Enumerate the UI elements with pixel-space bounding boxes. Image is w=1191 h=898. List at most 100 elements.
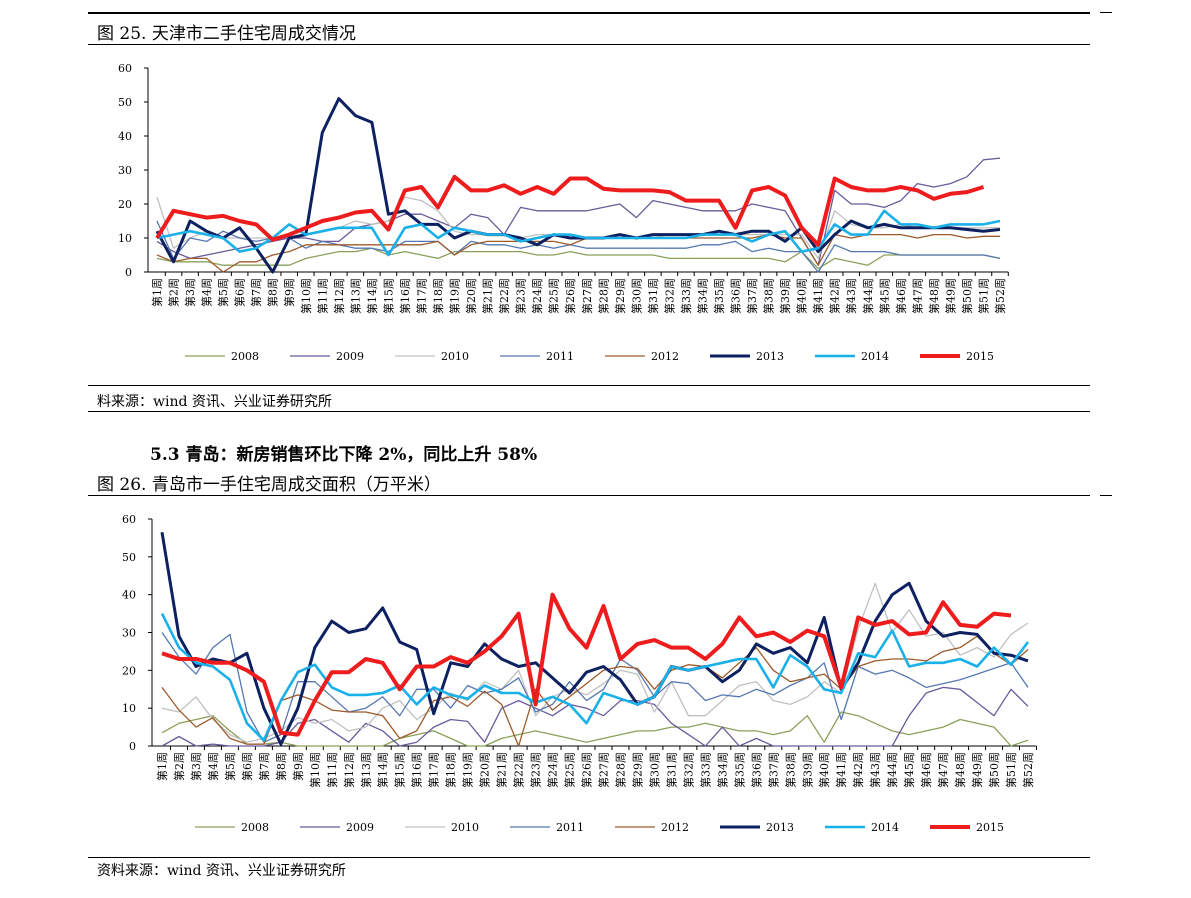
x-tick-label: 第19周 bbox=[448, 278, 462, 314]
x-tick-label: 第22周 bbox=[512, 752, 526, 788]
x-tick-label: 第25周 bbox=[563, 752, 577, 788]
x-tick-label: 第15周 bbox=[393, 752, 407, 788]
x-tick-label: 第41周 bbox=[811, 278, 825, 314]
legend-label: 2010 bbox=[441, 350, 469, 363]
x-tick-label: 第37周 bbox=[745, 278, 759, 314]
y-tick-label: 0 bbox=[129, 740, 136, 753]
x-tick-label: 第14周 bbox=[365, 278, 379, 314]
x-tick-label: 第32周 bbox=[662, 278, 676, 314]
source-rule bbox=[88, 411, 1090, 412]
x-tick-label: 第27周 bbox=[580, 278, 594, 314]
legend-label: 2015 bbox=[966, 350, 994, 363]
y-tick-label: 10 bbox=[122, 702, 136, 715]
title-rule bbox=[88, 495, 1090, 496]
x-tick-label: 第52周 bbox=[993, 278, 1007, 314]
x-tick-label: 第49周 bbox=[943, 278, 957, 314]
x-tick-label: 第1周 bbox=[150, 278, 164, 307]
legend-label: 2012 bbox=[661, 821, 689, 834]
series-line bbox=[156, 233, 1000, 273]
x-tick-label: 第6周 bbox=[240, 752, 254, 781]
x-tick-label: 第16周 bbox=[398, 278, 412, 314]
series-line bbox=[161, 592, 1012, 737]
x-tick-label: 第43周 bbox=[844, 278, 858, 314]
source-note: 料来源：wind 资讯、兴业证券研究所 bbox=[97, 394, 332, 410]
x-tick-label: 第20周 bbox=[464, 278, 478, 314]
x-tick-label: 第4周 bbox=[206, 752, 220, 781]
x-tick-label: 第10周 bbox=[299, 278, 313, 314]
legend-label: 2009 bbox=[346, 821, 374, 834]
y-tick-label: 50 bbox=[122, 551, 136, 564]
x-tick-label: 第41周 bbox=[834, 752, 848, 788]
x-tick-label: 第50周 bbox=[960, 278, 974, 314]
x-tick-label: 第50周 bbox=[987, 752, 1001, 788]
legend-label: 2014 bbox=[861, 350, 889, 363]
title-rule bbox=[88, 44, 1090, 45]
legend-label: 2014 bbox=[871, 821, 899, 834]
y-tick-label: 40 bbox=[122, 589, 136, 602]
series-line bbox=[161, 632, 1029, 743]
legend-label: 2011 bbox=[546, 350, 574, 363]
x-tick-label: 第48周 bbox=[953, 752, 967, 788]
x-tick-label: 第1周 bbox=[155, 752, 169, 781]
legend-label: 2015 bbox=[976, 821, 1004, 834]
series-line bbox=[156, 247, 1001, 270]
x-tick-label: 第11周 bbox=[325, 752, 339, 788]
x-tick-label: 第39周 bbox=[800, 752, 814, 788]
x-tick-label: 第3周 bbox=[183, 278, 197, 307]
x-tick-label: 第25周 bbox=[547, 278, 561, 314]
x-tick-label: 第48周 bbox=[927, 278, 941, 314]
series-line bbox=[160, 613, 1030, 742]
top-rule bbox=[88, 12, 1090, 14]
x-tick-label: 第34周 bbox=[695, 278, 709, 314]
x-tick-label: 第28周 bbox=[596, 278, 610, 314]
x-tick-label: 第17周 bbox=[427, 752, 441, 788]
x-tick-label: 第5周 bbox=[216, 278, 230, 307]
x-tick-label: 第46周 bbox=[894, 278, 908, 314]
x-tick-label: 第38周 bbox=[783, 752, 797, 788]
x-tick-label: 第44周 bbox=[885, 752, 899, 788]
x-tick-label: 第33周 bbox=[698, 752, 712, 788]
x-tick-label: 第46周 bbox=[919, 752, 933, 788]
x-tick-label: 第9周 bbox=[291, 752, 305, 781]
x-tick-label: 第7周 bbox=[257, 752, 271, 781]
source-rule bbox=[88, 857, 1090, 858]
x-tick-label: 第23周 bbox=[529, 752, 543, 788]
x-tick-label: 第33周 bbox=[679, 278, 693, 314]
legend-label: 2013 bbox=[756, 350, 784, 363]
x-tick-label: 第5周 bbox=[223, 752, 237, 781]
x-tick-label: 第13周 bbox=[359, 752, 373, 788]
y-tick-label: 0 bbox=[125, 266, 132, 279]
series-line bbox=[161, 686, 1029, 747]
x-tick-label: 第26周 bbox=[580, 752, 594, 788]
x-tick-label: 第45周 bbox=[902, 752, 916, 788]
series-line bbox=[161, 635, 1029, 747]
x-tick-label: 第40周 bbox=[795, 278, 809, 314]
y-tick-label: 50 bbox=[118, 96, 132, 109]
y-tick-label: 30 bbox=[122, 627, 136, 640]
x-tick-label: 第28周 bbox=[613, 752, 627, 788]
x-tick-label: 第12周 bbox=[342, 752, 356, 788]
x-tick-label: 第51周 bbox=[1004, 752, 1018, 788]
source-rule bbox=[88, 385, 1090, 386]
x-tick-label: 第47周 bbox=[910, 278, 924, 314]
top-rule-end bbox=[1100, 12, 1112, 13]
x-tick-label: 第9周 bbox=[282, 278, 296, 307]
x-tick-label: 第35周 bbox=[712, 278, 726, 314]
y-tick-label: 20 bbox=[118, 198, 132, 211]
x-tick-label: 第23周 bbox=[514, 278, 528, 314]
figure-title: 图 25. 天津市二手住宅周成交情况 bbox=[97, 24, 356, 44]
series-line bbox=[161, 711, 1029, 747]
legend-label: 2008 bbox=[241, 821, 269, 834]
series-line bbox=[155, 97, 1001, 274]
x-tick-label: 第40周 bbox=[817, 752, 831, 788]
x-tick-label: 第36周 bbox=[749, 752, 763, 788]
legend-label: 2010 bbox=[451, 821, 479, 834]
x-tick-label: 第22周 bbox=[497, 278, 511, 314]
x-tick-label: 第51周 bbox=[976, 278, 990, 314]
x-tick-label: 第30周 bbox=[647, 752, 661, 788]
x-tick-label: 第49周 bbox=[970, 752, 984, 788]
legend-label: 2013 bbox=[766, 821, 794, 834]
x-tick-label: 第2周 bbox=[172, 752, 186, 781]
